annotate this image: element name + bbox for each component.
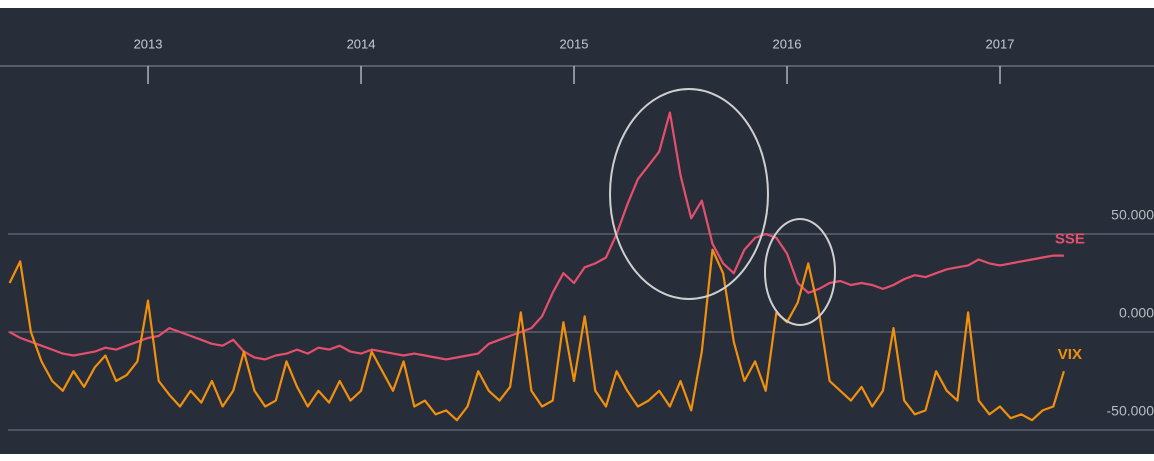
y-tick-label: 0.000: [1119, 305, 1154, 321]
annotation-circle: [764, 218, 836, 326]
x-tick-label: 2014: [347, 36, 376, 51]
y-tick-label: 50.000: [1111, 207, 1154, 223]
series-label: VIX: [1058, 346, 1082, 363]
background: [0, 8, 1154, 454]
x-tick-label: 2015: [560, 36, 589, 51]
series-label: SSE: [1055, 231, 1085, 248]
annotation-circle: [609, 88, 769, 300]
label-layer: 2013 2014 2015 2016 2017 -50.000 0.000 50.000 SS…: [134, 36, 1154, 418]
y-tick-label: -50.000: [1107, 403, 1154, 419]
x-tick-label: 2016: [773, 36, 802, 51]
x-tick-label: 2013: [134, 36, 163, 51]
series-line: [8, 248, 1065, 422]
line-layer: [8, 111, 1065, 422]
grid-layer: [0, 65, 1154, 431]
series-line: [9, 111, 1064, 361]
x-tick-label: 2017: [986, 36, 1015, 51]
